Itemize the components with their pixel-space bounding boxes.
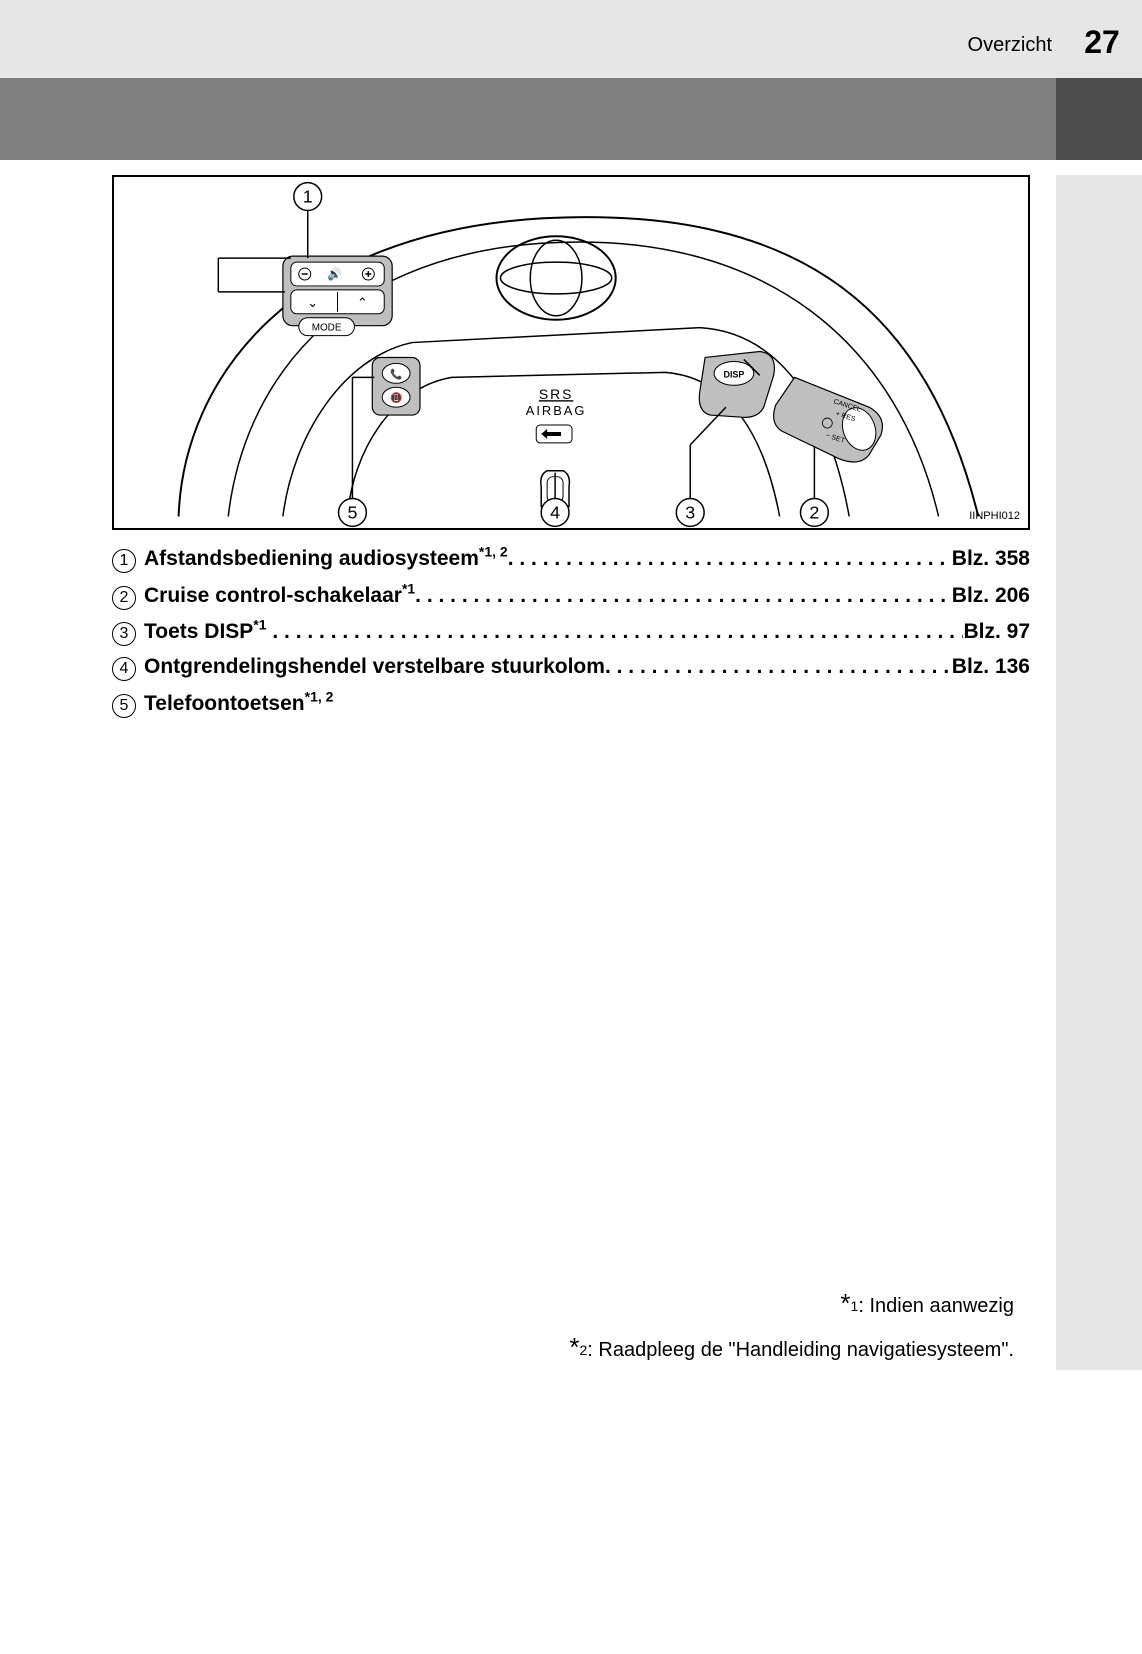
footnote-mark: *: [840, 1288, 850, 1318]
steering-wheel-figure: 🔊 ⌄ ⌃ MODE 📞 📵: [112, 175, 1030, 530]
header-band: [0, 78, 1142, 160]
svg-text:🔊: 🔊: [327, 266, 342, 281]
page-reference: Blz. 136: [952, 650, 1030, 685]
leader-dots: [605, 650, 952, 685]
thumb-tab: [1056, 175, 1142, 1370]
callout-list: 1 Afstandsbediening audiosysteem*1, 2 Bl…: [112, 540, 1030, 721]
page-reference: Blz. 97: [963, 615, 1030, 650]
item-label: Afstandsbediening audiosysteem: [144, 542, 479, 577]
footnote-text: : Raadpleeg de "Handleiding navigatiesys…: [587, 1339, 1014, 1361]
item-label: Toets DISP: [144, 615, 253, 650]
item-number: 4: [112, 657, 136, 681]
svg-text:1: 1: [303, 186, 313, 206]
svg-text:MODE: MODE: [312, 323, 342, 334]
footnotes: *1: Indien aanwezig *2: Raadpleeg de "Ha…: [112, 1281, 1014, 1369]
svg-text:5: 5: [347, 502, 357, 522]
item-number: 1: [112, 549, 136, 573]
item-number: 5: [112, 694, 136, 718]
svg-text:📞: 📞: [390, 367, 403, 380]
svg-text:AIRBAG: AIRBAG: [526, 403, 587, 418]
footnote: *1: Indien aanwezig: [112, 1281, 1014, 1325]
list-item: 2 Cruise control-schakelaar*1 Blz. 206: [112, 577, 1030, 614]
section-title: Overzicht: [968, 34, 1052, 57]
svg-text:2: 2: [809, 502, 819, 522]
item-superscript: *1: [402, 577, 415, 613]
leader-dots: [415, 579, 952, 614]
svg-text:📵: 📵: [390, 392, 402, 404]
footnote-mark: *: [569, 1332, 579, 1362]
list-item: 3 Toets DISP*1 Blz. 97: [112, 613, 1030, 650]
footnote: *2: Raadpleeg de "Handleiding navigaties…: [112, 1325, 1014, 1369]
content-area: 🔊 ⌄ ⌃ MODE 📞 📵: [0, 175, 1142, 1370]
page-reference: Blz. 206: [952, 579, 1030, 614]
footnote-text: : Indien aanwezig: [858, 1295, 1014, 1317]
svg-text:3: 3: [685, 502, 695, 522]
page-reference: Blz. 358: [952, 542, 1030, 577]
leader-dots: [508, 542, 952, 577]
item-number: 3: [112, 622, 136, 646]
svg-text:⌃: ⌃: [357, 295, 368, 310]
page-header: Overzicht 27: [0, 0, 1142, 78]
svg-text:DISP: DISP: [723, 369, 744, 379]
item-superscript: *1, 2: [479, 540, 508, 576]
page-number: 27: [1062, 24, 1142, 61]
phone-buttons-group: 📞 📵: [372, 357, 420, 415]
figure-id: IINPHI012: [969, 510, 1020, 522]
item-superscript: *1: [253, 613, 266, 649]
list-item: 4 Ontgrendelingshendel verstelbare stuur…: [112, 650, 1030, 685]
item-number: 2: [112, 586, 136, 610]
list-item: 5 Telefoontoetsen*1, 2: [112, 685, 1030, 722]
svg-text:4: 4: [550, 502, 560, 522]
item-label: Cruise control-schakelaar: [144, 579, 402, 614]
svg-text:SRS: SRS: [539, 386, 574, 402]
item-label: Ontgrendelingshendel verstelbare stuurko…: [144, 650, 605, 685]
audio-controls-group: 🔊 ⌄ ⌃ MODE: [283, 256, 392, 335]
item-label: Telefoontoetsen: [144, 687, 305, 722]
leader-dots: [272, 615, 963, 650]
list-item: 1 Afstandsbediening audiosysteem*1, 2 Bl…: [112, 540, 1030, 577]
item-superscript: *1, 2: [305, 685, 334, 721]
disp-button-group: DISP: [699, 352, 774, 418]
steering-wheel-svg: 🔊 ⌄ ⌃ MODE 📞 📵: [114, 177, 1028, 528]
svg-text:⌄: ⌄: [307, 295, 318, 310]
